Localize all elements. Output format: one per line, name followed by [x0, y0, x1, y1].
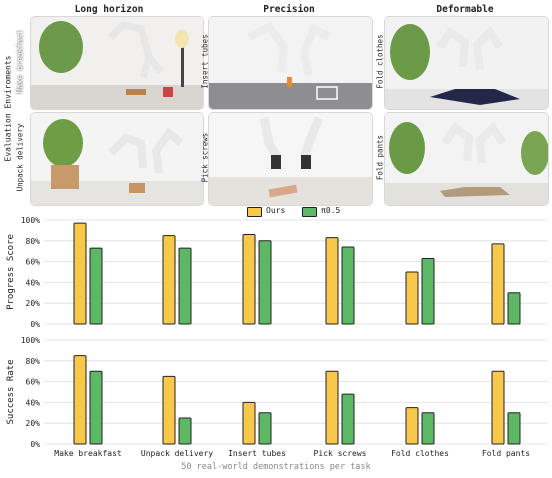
- photo-pick-screws: [208, 112, 373, 206]
- legend-label-pi: π0.5: [321, 206, 341, 215]
- bar-pi-1: [178, 247, 192, 325]
- task-label-pick-screws: Pick screws: [200, 132, 210, 183]
- robot-scene-image: [209, 113, 372, 205]
- x-tick-label: Insert tubes: [228, 449, 286, 458]
- column-title-precision: Precision: [263, 4, 315, 15]
- photo-unpack-delivery: [30, 112, 204, 206]
- bar-pi-5: [507, 292, 521, 325]
- x-tick-label: Pick screws: [314, 449, 367, 458]
- legend-swatch-pi: [302, 207, 317, 217]
- y-axis-label: Progress Score: [6, 234, 16, 310]
- evaluation-environments-label: Evaluation Enviroments: [3, 55, 13, 162]
- robot-scene-image: [31, 113, 203, 205]
- bar-ours-5: [491, 243, 505, 325]
- y-tick-label: 20%: [26, 299, 41, 308]
- x-tick-label: Make breakfast: [54, 449, 122, 458]
- x-tick-label: Fold clothes: [391, 449, 449, 458]
- legend-label-ours: Ours: [266, 206, 286, 215]
- column-title-long-horizon: Long horizon: [74, 4, 144, 15]
- bar-pi-2: [258, 412, 272, 445]
- photo-make-breakfast: [30, 16, 204, 110]
- bar-pi-0: [89, 247, 103, 325]
- x-tick-label: Unpack delivery: [141, 449, 213, 458]
- robot-scene-image: [385, 17, 548, 109]
- y-tick-label: 60%: [26, 378, 41, 387]
- bar-ours-1: [162, 375, 176, 445]
- bar-pi-1: [178, 417, 192, 445]
- y-tick-label: 20%: [26, 419, 41, 428]
- bar-ours-3: [325, 370, 339, 445]
- footer-caption: 50 real-world demonstrations per task: [181, 462, 371, 472]
- task-label-fold-clothes: Fold clothes: [375, 34, 385, 89]
- bar-pi-3: [341, 393, 355, 445]
- y-tick-label: 0%: [30, 320, 40, 329]
- bar-pi-3: [341, 246, 355, 325]
- y-axis-label: Success Rate: [6, 359, 16, 424]
- bar-charts: 0% 20% 40% 60% 80% 100% Progress Score 0% 20% 40%…: [6, 216, 548, 458]
- bar-ours-3: [325, 237, 339, 325]
- bar-pi-0: [89, 370, 103, 445]
- bar-ours-2: [242, 401, 256, 445]
- photo-insert-tubes: [208, 16, 373, 110]
- bar-pi-2: [258, 240, 272, 325]
- bar-ours-5: [491, 370, 505, 445]
- legend-swatch-ours: [247, 207, 262, 217]
- bar-ours-0: [73, 355, 87, 445]
- robot-scene-image: [385, 113, 548, 205]
- photo-fold-clothes: [384, 16, 549, 110]
- bar-pi-4: [421, 412, 435, 445]
- y-tick-label: 80%: [26, 237, 41, 246]
- y-tick-label: 60%: [26, 258, 41, 267]
- task-label-make-breakfast: Make breakfast: [15, 29, 25, 94]
- column-title-deformable: Deformable: [436, 4, 494, 15]
- bar-ours-0: [73, 222, 87, 325]
- bar-pi-5: [507, 412, 521, 445]
- chart-legend: Ours π0.5: [0, 206, 552, 218]
- photo-fold-pants: [384, 112, 549, 206]
- bar-ours-4: [405, 271, 419, 325]
- robot-scene-image: [209, 17, 372, 109]
- x-tick-label: Fold pants: [482, 449, 530, 458]
- bar-pi-4: [421, 257, 435, 325]
- bar-ours-1: [162, 235, 176, 325]
- y-tick-label: 80%: [26, 357, 41, 366]
- task-label-unpack-delivery: Unpack delivery: [15, 123, 25, 192]
- y-tick-label: 40%: [26, 398, 41, 407]
- task-label-fold-pants: Fold pants: [375, 134, 385, 181]
- y-tick-label: 100%: [21, 336, 40, 345]
- y-tick-label: 0%: [30, 440, 40, 449]
- task-label-insert-tubes: Insert tubes: [200, 34, 210, 89]
- y-tick-label: 40%: [26, 278, 41, 287]
- robot-scene-image: [31, 17, 203, 109]
- bar-ours-2: [242, 234, 256, 325]
- bar-ours-4: [405, 407, 419, 445]
- y-tick-label: 100%: [21, 216, 40, 225]
